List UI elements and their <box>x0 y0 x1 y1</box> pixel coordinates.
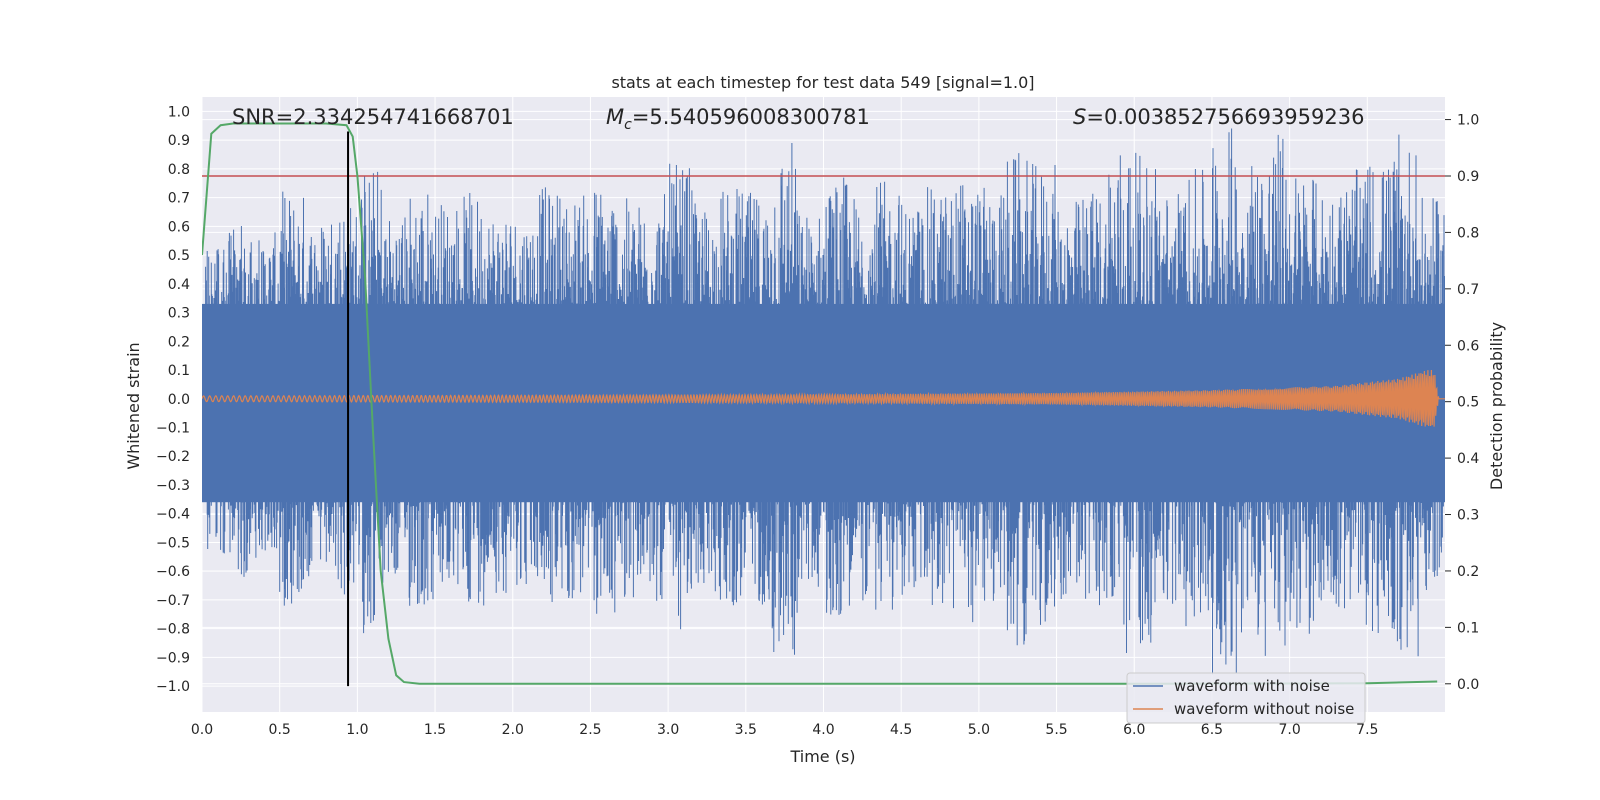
left-y-tick-label: 0.0 <box>168 392 190 408</box>
s-annotation: S=0.003852756693959236 <box>1073 105 1364 129</box>
legend-label-noise: waveform with noise <box>1174 677 1330 695</box>
series-detection-probability <box>202 122 1438 685</box>
left-y-tick-label: −0.9 <box>156 650 190 666</box>
left-y-tick-label: 0.7 <box>168 191 190 207</box>
right-y-tick-label: 0.1 <box>1457 620 1479 636</box>
chirp-mass-annotation: Mc=5.540596008300781 <box>606 105 870 133</box>
left-y-tick-label: 0.5 <box>168 248 190 264</box>
chirp-mass-value: =5.540596008300781 <box>632 105 870 129</box>
chart-title: stats at each timestep for test data 549… <box>611 73 1034 92</box>
left-y-tick-label: −0.6 <box>156 564 190 580</box>
x-tick-label: 6.5 <box>1201 722 1223 738</box>
chirp-mass-subscript: c <box>624 117 632 133</box>
chirp-mass-symbol: M <box>606 105 624 129</box>
x-tick-label: 5.0 <box>968 722 990 738</box>
left-y-tick-label: 0.4 <box>168 277 190 293</box>
left-y-tick-label: −1.0 <box>156 679 190 695</box>
x-tick-label: 3.0 <box>657 722 679 738</box>
s-symbol: S <box>1073 105 1086 129</box>
legend-label-clean: waveform without noise <box>1174 700 1354 718</box>
right-y-tick-label: 1.0 <box>1457 113 1479 129</box>
left-y-tick-label: 0.9 <box>168 133 190 149</box>
x-tick-label: 4.5 <box>890 722 912 738</box>
right-y-tick-label: 0.2 <box>1457 564 1479 580</box>
x-tick-label: 6.0 <box>1123 722 1145 738</box>
left-y-tick-label: 1.0 <box>168 104 190 120</box>
right-y-tick-label: 0.0 <box>1457 677 1479 693</box>
s-value: =0.003852756693959236 <box>1086 105 1364 129</box>
right-y-tick-label: 0.3 <box>1457 508 1479 524</box>
x-axis-label: Time (s) <box>789 747 855 766</box>
left-y-tick-label: 0.1 <box>168 363 190 379</box>
x-tick-label: 1.5 <box>424 722 446 738</box>
left-y-tick-label: 0.8 <box>168 162 190 178</box>
right-y-tick-label: 0.9 <box>1457 169 1479 185</box>
right-y-tick-labels: 1.0 0.9 0.8 0.7 0.6 0.5 0.4 0.3 0.2 0.1 0.0 <box>1445 113 1479 693</box>
x-tick-label: 2.5 <box>579 722 601 738</box>
left-y-tick-label: −0.1 <box>156 420 190 436</box>
series-waveform-without-noise <box>202 369 1445 427</box>
x-tick-label: 2.0 <box>502 722 524 738</box>
right-y-tick-label: 0.6 <box>1457 338 1479 354</box>
right-y-tick-label: 0.5 <box>1457 395 1479 411</box>
x-tick-label: 7.0 <box>1278 722 1300 738</box>
x-tick-label: 5.5 <box>1045 722 1067 738</box>
left-y-tick-label: −0.2 <box>156 449 190 465</box>
right-y-tick-label: 0.4 <box>1457 451 1479 467</box>
legend: waveform with noise waveform without noi… <box>1126 672 1366 724</box>
left-y-tick-label: −0.3 <box>156 478 190 494</box>
left-y-tick-labels: 1.0 0.9 0.8 0.7 0.6 0.5 0.4 0.3 0.2 0.1 0.0 −0.1 −0.… <box>156 104 190 695</box>
left-y-tick-label: 0.6 <box>168 219 190 235</box>
right-y-tick-label: 0.8 <box>1457 225 1479 241</box>
legend-box <box>1126 672 1366 724</box>
left-y-tick-label: −0.4 <box>156 507 190 523</box>
x-tick-labels: 0.0 0.5 1.0 1.5 2.0 2.5 3.0 3.5 4.0 4.5 5.0 5.5 6.0 6… <box>191 722 1379 738</box>
x-tick-label: 4.0 <box>812 722 834 738</box>
left-y-tick-label: −0.5 <box>156 535 190 551</box>
left-y-tick-label: −0.8 <box>156 622 190 638</box>
x-tick-label: 0.5 <box>269 722 291 738</box>
x-tick-label: 0.0 <box>191 722 213 738</box>
left-y-tick-label: −0.7 <box>156 593 190 609</box>
x-tick-label: 3.5 <box>735 722 757 738</box>
left-y-axis-label: Whitened strain <box>124 342 143 469</box>
x-tick-label: 1.0 <box>346 722 368 738</box>
right-y-axis-label: Detection probability <box>1487 322 1506 490</box>
snr-annotation: SNR=2.334254741668701 <box>232 105 514 129</box>
right-y-tick-label: 0.7 <box>1457 282 1479 298</box>
left-y-tick-label: 0.3 <box>168 306 190 322</box>
x-tick-label: 7.5 <box>1356 722 1378 738</box>
left-y-tick-label: 0.2 <box>168 334 190 350</box>
